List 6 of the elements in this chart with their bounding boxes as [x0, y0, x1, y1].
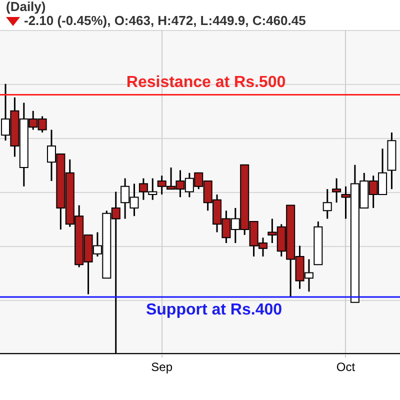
ref-line-label: Resistance at Rs.500: [126, 74, 286, 92]
chart-subtitle: -2.10 (-0.45%), O:463, H:472, L:449.9, C:460.45: [24, 13, 306, 28]
chart-title: (Daily): [6, 0, 47, 14]
ref-line-label: Support at Rs.400: [146, 301, 282, 318]
x-tick-label: Sep: [151, 360, 173, 374]
x-tick-label: Oct: [336, 360, 356, 374]
